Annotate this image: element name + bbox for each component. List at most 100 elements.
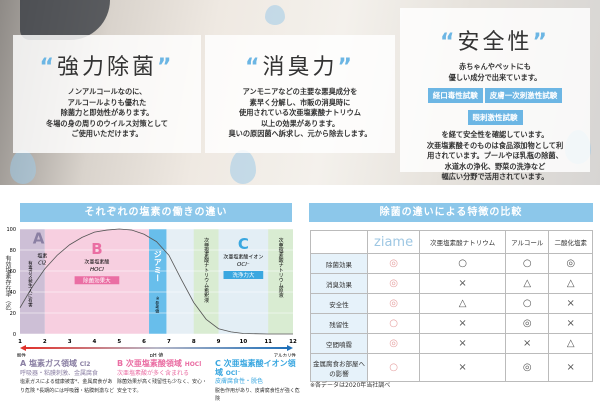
- rating-mark: △: [506, 274, 549, 294]
- table-row: 残留性○×◎×: [311, 314, 593, 334]
- rating-mark: △: [549, 334, 593, 354]
- droplet-icon: [265, 5, 285, 25]
- table-row: 金属腐食お部屋への影響○×◎×: [311, 354, 593, 382]
- feature-card-sterilization: “強力除菌” ノンアルコールなのに、アルコールよりも優れた除菌力と即効性がありま…: [13, 35, 201, 153]
- region-formula: Cl2: [38, 261, 46, 267]
- rating-mark: ×: [549, 314, 593, 334]
- rating-mark: ×: [420, 334, 506, 354]
- droplet-icon: [230, 150, 256, 184]
- region-tag: 洗浄力大: [232, 271, 255, 279]
- rating-mark: ○: [506, 294, 549, 314]
- card-title: “消臭力”: [205, 49, 395, 81]
- feature-card-deodorizing: “消臭力” アンモニアなどの主要な悪臭成分を素早く分解し、市販の消臭時に使用され…: [205, 35, 395, 153]
- arrow-left-icon: [20, 345, 26, 351]
- footnote: ※各データは2020年当社調べ: [310, 380, 390, 389]
- row-label: 残留性: [311, 314, 368, 334]
- y-tick-label: 0: [13, 332, 16, 338]
- rating-mark: ×: [420, 274, 506, 294]
- rating-mark: ◎: [506, 354, 549, 382]
- region-formula: OCl⁻: [237, 262, 250, 268]
- rating-mark: ◎: [368, 294, 420, 314]
- x-tick-label: 4: [93, 339, 97, 345]
- x-tick-label: 2: [43, 339, 47, 345]
- region-name: 次亜塩素酸ナトリウム原液: [278, 237, 284, 299]
- region-name: 次亜塩素酸: [84, 259, 109, 266]
- x-tick-label: 8: [192, 339, 196, 345]
- legend-c: C 次亜塩素酸イオン領域 OCl⁻ 皮膚腐食性・脱色 脱色作用があり、皮膚腐食性…: [215, 360, 300, 404]
- legend-a: A 塩素ガス領域 Cl2 呼吸器・粘膜刺激、金属腐食 塩素ガスによる健康被害*、…: [20, 360, 115, 395]
- chart-title: それぞれの塩素の働きの違い: [20, 203, 292, 222]
- legend-b: B 次亜塩素酸領域 HOCl 次亜塩素酸が多く含まれる 除菌効果が高く残留性も少…: [117, 360, 209, 395]
- column-header: 二酸化塩素: [549, 231, 593, 254]
- rating-mark: ×: [506, 334, 549, 354]
- x-tick-label: 11: [264, 339, 272, 345]
- rating-mark: ○: [506, 254, 549, 274]
- rating-mark: ◎: [506, 314, 549, 334]
- x-tick-label: 9: [217, 339, 221, 345]
- card-body: ノンアルコールなのに、アルコールよりも優れた除菌力と即効性があります。冬場の身の…: [13, 87, 201, 140]
- rating-mark: ◎: [368, 254, 420, 274]
- region-note: 有毒ガス発生 人に有害: [27, 259, 32, 308]
- rating-mark: ◎: [368, 334, 420, 354]
- rating-mark: ○: [368, 354, 420, 382]
- table-row: 安全性◎△○×: [311, 294, 593, 314]
- rating-mark: ◎: [549, 254, 593, 274]
- table-row: 除菌効果◎○○◎: [311, 254, 593, 274]
- y-tick-label: 80: [10, 248, 16, 254]
- region-letter: C: [238, 235, 249, 253]
- x-tick-label: 3: [68, 339, 72, 345]
- rating-mark: △: [549, 274, 593, 294]
- rating-mark: ○: [420, 254, 506, 274]
- region-name: 次亜塩素酸ナトリウム希釈液: [203, 237, 209, 304]
- photo-person: [20, 0, 110, 40]
- x-tick-label: 10: [240, 339, 248, 345]
- ph-arrow: [24, 347, 289, 349]
- rating-mark: ◎: [368, 274, 420, 294]
- x-tick-label: 7: [167, 339, 171, 345]
- test-badge: 眼刺激性試験: [468, 110, 523, 125]
- test-badge: 経口毒性試験: [428, 88, 483, 103]
- row-label: 空間噴霧: [311, 334, 368, 354]
- region-name: 塩素: [37, 252, 47, 259]
- region-name: 次亜塩素酸イオン: [223, 253, 263, 260]
- row-label: 消臭効果: [311, 274, 368, 294]
- row-label: 金属腐食お部屋への影響: [311, 354, 368, 382]
- column-header: ziame: [368, 231, 420, 254]
- arrow-right-icon: [287, 345, 293, 351]
- droplet-icon: [10, 150, 36, 184]
- comparison-title: 除菌の違いによる特徴の比較: [309, 203, 593, 222]
- card-title: “強力除菌”: [13, 49, 201, 81]
- card-intro: 赤ちゃんやペットにも優しい成分で出来ています。: [400, 62, 590, 83]
- rating-mark: △: [420, 294, 506, 314]
- rating-mark: ×: [420, 314, 506, 334]
- card-title: “安全性”: [400, 24, 590, 56]
- column-header: 次亜塩素酸ナトリウム: [420, 231, 506, 254]
- ziame-note: ※参考値: [155, 296, 160, 314]
- x-tick-label: 6: [142, 339, 146, 345]
- rating-mark: ×: [549, 294, 593, 314]
- row-label: 安全性: [311, 294, 368, 314]
- card-body: アンモニアなどの主要な悪臭成分を素早く分解し、市販の消臭時に使用されている次亜塩…: [205, 87, 395, 140]
- row-label: 除菌効果: [311, 254, 368, 274]
- y-axis-label: 有効塩素存在率（%）: [2, 255, 11, 315]
- x-axis-label: pH 値: [150, 352, 164, 357]
- hero-banner: “強力除菌” ノンアルコールなのに、アルコールよりも優れた除菌力と即効性がありま…: [0, 0, 600, 185]
- x-right-label: アルカリ性: [274, 352, 297, 357]
- x-tick-label: 12: [289, 339, 297, 345]
- region-tag: 除菌効果大: [83, 276, 111, 284]
- rating-mark: ○: [368, 314, 420, 334]
- table-row: 消臭効果◎×△△: [311, 274, 593, 294]
- test-badge: 皮膚一次刺激性試験: [485, 88, 563, 103]
- region-formula: HOCl: [90, 267, 104, 273]
- region-letter: B: [91, 240, 102, 258]
- column-header: アルコール: [506, 231, 549, 254]
- table-header-row: ziame 次亜塩素酸ナトリウム アルコール 二酸化塩素: [311, 231, 593, 254]
- x-left-label: 酸性: [17, 352, 26, 357]
- x-tick-label: 1: [18, 339, 22, 345]
- region-letter: A: [33, 230, 45, 248]
- rating-mark: ×: [420, 354, 506, 382]
- card-body: を経て安全性を確認しています。次亜塩素酸そのものは食品添加物として利用されていま…: [400, 130, 590, 183]
- table-row: 空間噴霧◎××△: [311, 334, 593, 354]
- rating-mark: ×: [549, 354, 593, 382]
